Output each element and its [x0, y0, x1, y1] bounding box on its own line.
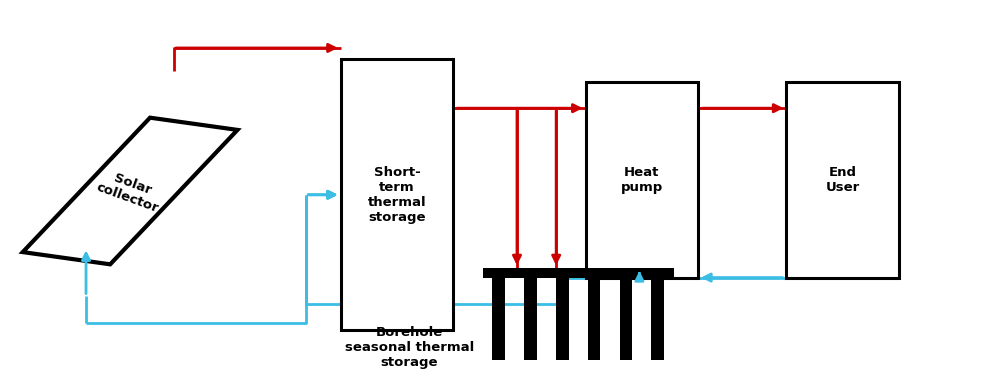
FancyBboxPatch shape — [341, 59, 453, 330]
Text: Solar
collector: Solar collector — [95, 167, 165, 215]
Text: Heat
pump: Heat pump — [621, 166, 663, 194]
FancyBboxPatch shape — [786, 82, 899, 278]
FancyBboxPatch shape — [588, 278, 601, 360]
FancyBboxPatch shape — [23, 118, 237, 264]
FancyBboxPatch shape — [620, 278, 632, 360]
Text: Short-
term
thermal
storage: Short- term thermal storage — [367, 166, 427, 224]
Text: End
User: End User — [825, 166, 860, 194]
FancyBboxPatch shape — [651, 278, 664, 360]
Text: Borehole
seasonal thermal
storage: Borehole seasonal thermal storage — [345, 326, 474, 369]
FancyBboxPatch shape — [483, 268, 674, 278]
FancyBboxPatch shape — [556, 278, 568, 360]
FancyBboxPatch shape — [492, 278, 505, 360]
FancyBboxPatch shape — [524, 278, 537, 360]
FancyBboxPatch shape — [585, 82, 698, 278]
